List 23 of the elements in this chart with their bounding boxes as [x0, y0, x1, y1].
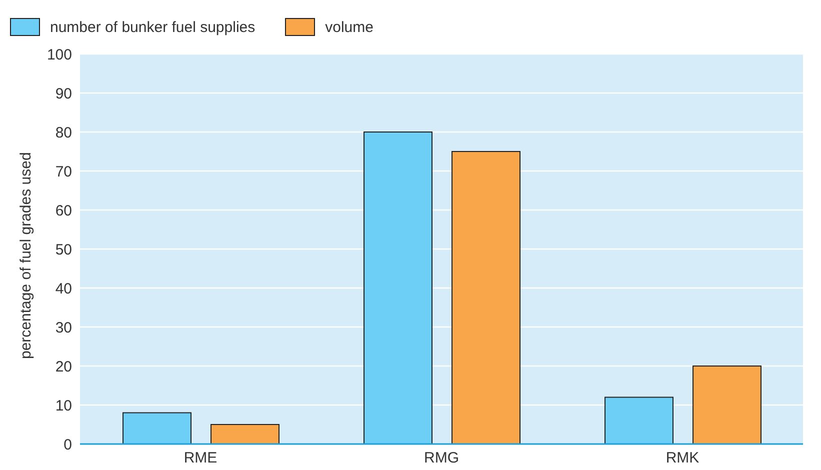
- bar: [122, 412, 192, 444]
- x-tick-label: RMG: [424, 450, 459, 467]
- y-axis-title: percentage of fuel grades used: [17, 152, 34, 359]
- bar: [452, 151, 520, 444]
- y-tick-label: 60: [55, 202, 72, 220]
- y-tick-label: 20: [55, 358, 72, 376]
- bar: [210, 424, 280, 444]
- y-tick-label: 10: [55, 397, 72, 414]
- x-tick-label: RME: [184, 450, 218, 467]
- bar: [364, 132, 432, 444]
- y-tick-label: 100: [46, 46, 72, 64]
- bar: [604, 396, 674, 444]
- legend-label: volume: [325, 18, 374, 36]
- bar: [692, 366, 762, 444]
- y-tick-label: 0: [64, 436, 72, 454]
- y-tick-label: 70: [55, 163, 72, 180]
- y-tick-label: 40: [55, 280, 72, 298]
- x-tick-label: RMK: [666, 450, 700, 467]
- legend-label: number of bunker fuel supplies: [50, 18, 256, 36]
- y-tick-label: 50: [55, 241, 72, 258]
- y-tick-label: 80: [55, 124, 72, 142]
- y-tick-label: 30: [55, 319, 72, 336]
- y-tick-label: 90: [55, 85, 72, 102]
